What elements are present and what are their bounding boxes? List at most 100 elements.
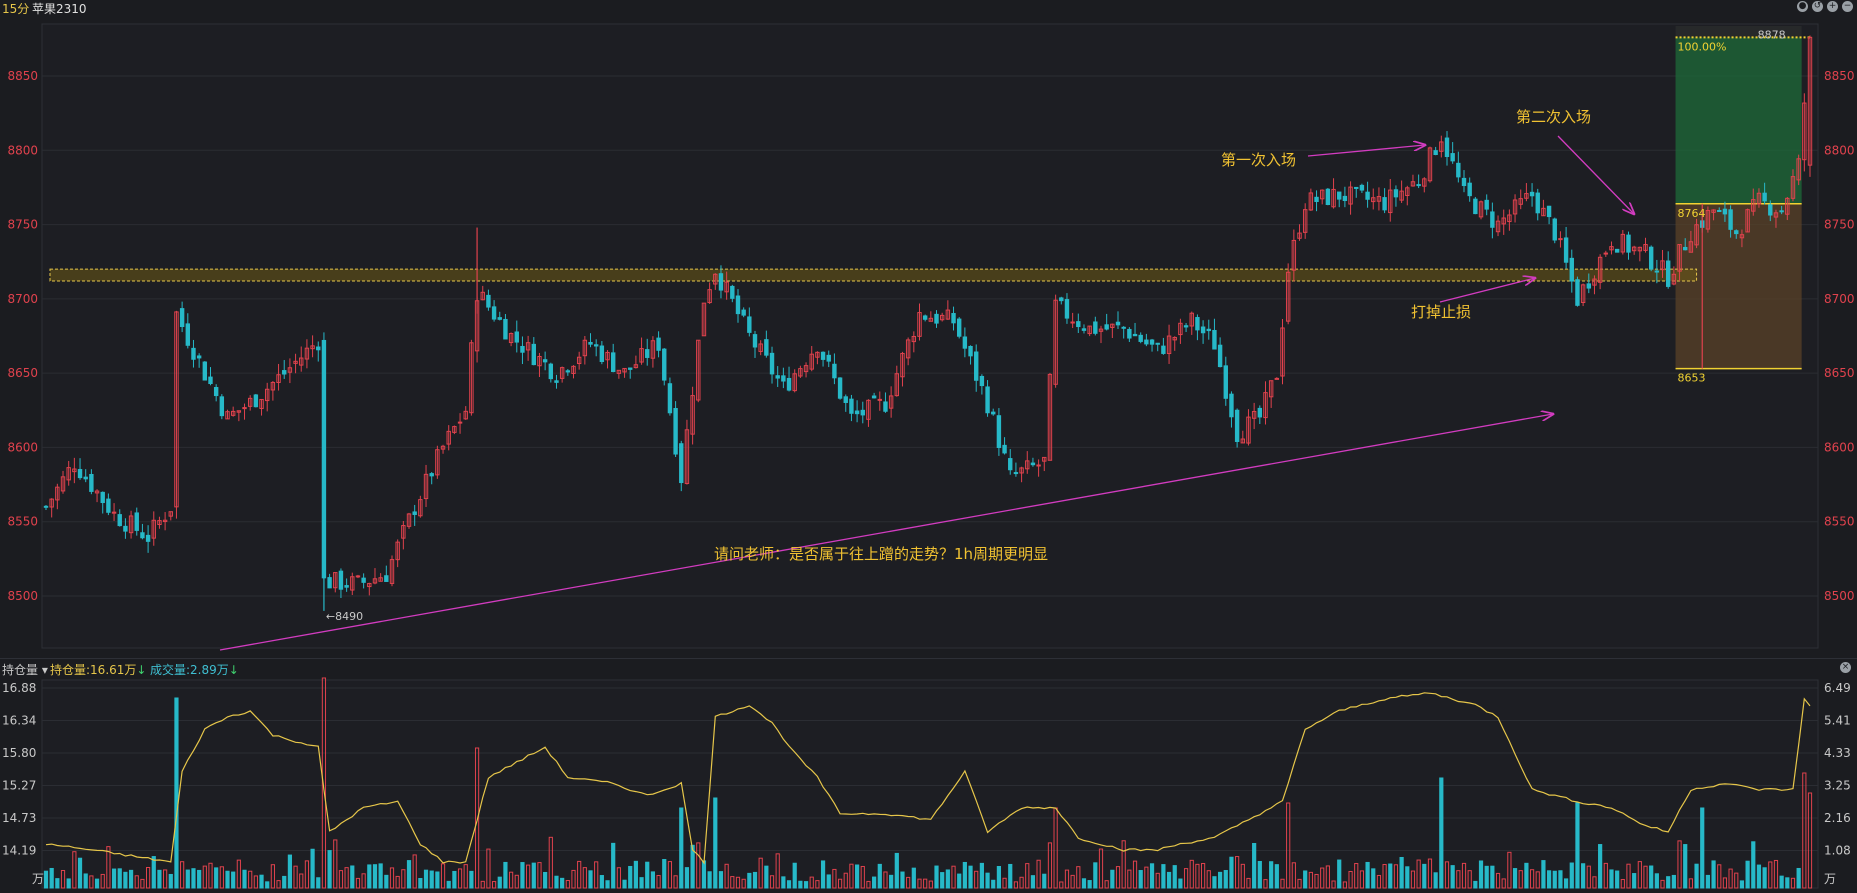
- candle-body: [1354, 186, 1359, 189]
- candle-body: [724, 281, 729, 293]
- candle-body: [605, 351, 610, 361]
- volume-bar: [1399, 856, 1404, 889]
- minus-icon[interactable]: −: [1842, 1, 1853, 12]
- volume-bar: [582, 867, 587, 889]
- symbol-label[interactable]: 苹果2310: [32, 2, 87, 16]
- candle-body: [996, 415, 1002, 448]
- close-icon[interactable]: ×: [1840, 662, 1851, 673]
- candle-body: [128, 515, 134, 534]
- volume-bar: [1297, 878, 1302, 889]
- candle-body: [1081, 328, 1087, 331]
- volume-bar: [1115, 866, 1121, 889]
- candle-body: [1064, 299, 1070, 319]
- volume-bar: [1609, 869, 1614, 889]
- candle-body: [344, 585, 349, 588]
- candle-body: [1597, 256, 1603, 283]
- volume-bar: [1790, 877, 1796, 889]
- candle-body: [1070, 321, 1075, 324]
- volume-bar: [1149, 863, 1155, 889]
- volume-bar: [837, 878, 843, 889]
- candle-body: [1711, 209, 1716, 213]
- volume-bar: [43, 870, 49, 889]
- candle-body: [1473, 198, 1478, 215]
- lock-icon[interactable]: ●: [1797, 1, 1808, 12]
- volume-bar: [401, 869, 406, 889]
- y-tick-label-left: 8800: [7, 143, 38, 157]
- candle-body: [905, 339, 911, 359]
- volume-bar: [1444, 861, 1450, 889]
- candle-body: [781, 375, 786, 382]
- candlestick-chart[interactable]: 8500 8500 8550 8550 8600 8600 8650 8650 8700 8700…: [0, 16, 1857, 658]
- candle-body: [559, 367, 565, 379]
- volume-bar: [1705, 874, 1711, 889]
- volume-bar: [321, 677, 327, 889]
- candle-body: [49, 498, 54, 508]
- volume-bar: [372, 864, 378, 889]
- candle-body: [1456, 162, 1461, 178]
- volume-bar: [962, 861, 967, 889]
- candle-body: [1263, 392, 1268, 419]
- candle-body: [735, 295, 741, 315]
- plus-icon[interactable]: +: [1827, 1, 1838, 12]
- volume-bar: [1490, 865, 1495, 889]
- candle-body: [1121, 326, 1126, 329]
- candle-body: [945, 309, 951, 320]
- candle-body: [503, 318, 508, 340]
- candle-body: [934, 313, 939, 324]
- volume-bar: [1252, 842, 1257, 889]
- volume-bar: [1518, 870, 1523, 889]
- candle-body: [911, 335, 917, 343]
- volume-bar: [1172, 865, 1177, 889]
- volume-bar: [577, 860, 582, 889]
- y-tick-label-right: 8500: [1824, 589, 1855, 603]
- undo-icon[interactable]: ↺: [1812, 1, 1823, 12]
- volume-bar: [242, 869, 247, 889]
- candle-body: [1501, 217, 1506, 225]
- volume-bar: [350, 865, 355, 889]
- candle-body: [480, 291, 485, 301]
- volume-bar: [611, 842, 616, 889]
- candle-body: [1461, 177, 1467, 187]
- candle-body: [888, 395, 894, 409]
- candle-body: [372, 578, 378, 584]
- volume-bar: [1246, 877, 1251, 889]
- candle-body: [1087, 325, 1092, 335]
- volume-bar: [889, 874, 894, 889]
- volume-bar: [781, 876, 786, 889]
- candle-body: [622, 367, 627, 373]
- volume-bar: [1087, 880, 1092, 889]
- volume-bar: [83, 873, 88, 889]
- candle-body: [259, 398, 264, 409]
- open-interest-label: 持仓量:16.61万↓: [50, 661, 146, 678]
- volume-bar: [406, 860, 412, 889]
- candle-body: [389, 559, 395, 584]
- timeframe-label[interactable]: 15分: [2, 2, 30, 16]
- volume-bar: [1354, 863, 1359, 889]
- volume-bar: [815, 880, 820, 889]
- candle-body: [463, 410, 468, 420]
- candle-body: [1444, 137, 1450, 158]
- candle-body: [1790, 176, 1796, 199]
- volume-bar: [940, 872, 945, 889]
- volume-bar: [1331, 880, 1336, 889]
- volume-bar: [1745, 860, 1750, 889]
- candle-body: [1036, 464, 1041, 467]
- candle-body: [991, 411, 996, 415]
- candle-body: [974, 351, 979, 381]
- candle-body: [1399, 190, 1404, 201]
- left-axis-tick: 15.27: [2, 779, 36, 793]
- candle-body: [1609, 246, 1614, 251]
- y-tick-label-right: 8600: [1824, 440, 1855, 454]
- volume-bar: [123, 871, 128, 889]
- candle-body: [395, 541, 400, 561]
- indicator-selector[interactable]: 持仓量 ▾: [2, 663, 48, 677]
- candle-body: [1382, 197, 1387, 211]
- volume-bar: [1013, 881, 1019, 889]
- volume-bar: [1036, 859, 1041, 889]
- candle-body: [565, 370, 571, 373]
- volume-bar: [225, 870, 230, 889]
- volume-oi-chart[interactable]: 16.88 6.49 16.34 5.41 15.80 4.33 15.27 3.25 14.7…: [0, 676, 1857, 893]
- volume-bar: [1030, 875, 1036, 889]
- candle-body: [1796, 158, 1801, 181]
- volume-label: 成交量:2.89万↓: [150, 661, 239, 678]
